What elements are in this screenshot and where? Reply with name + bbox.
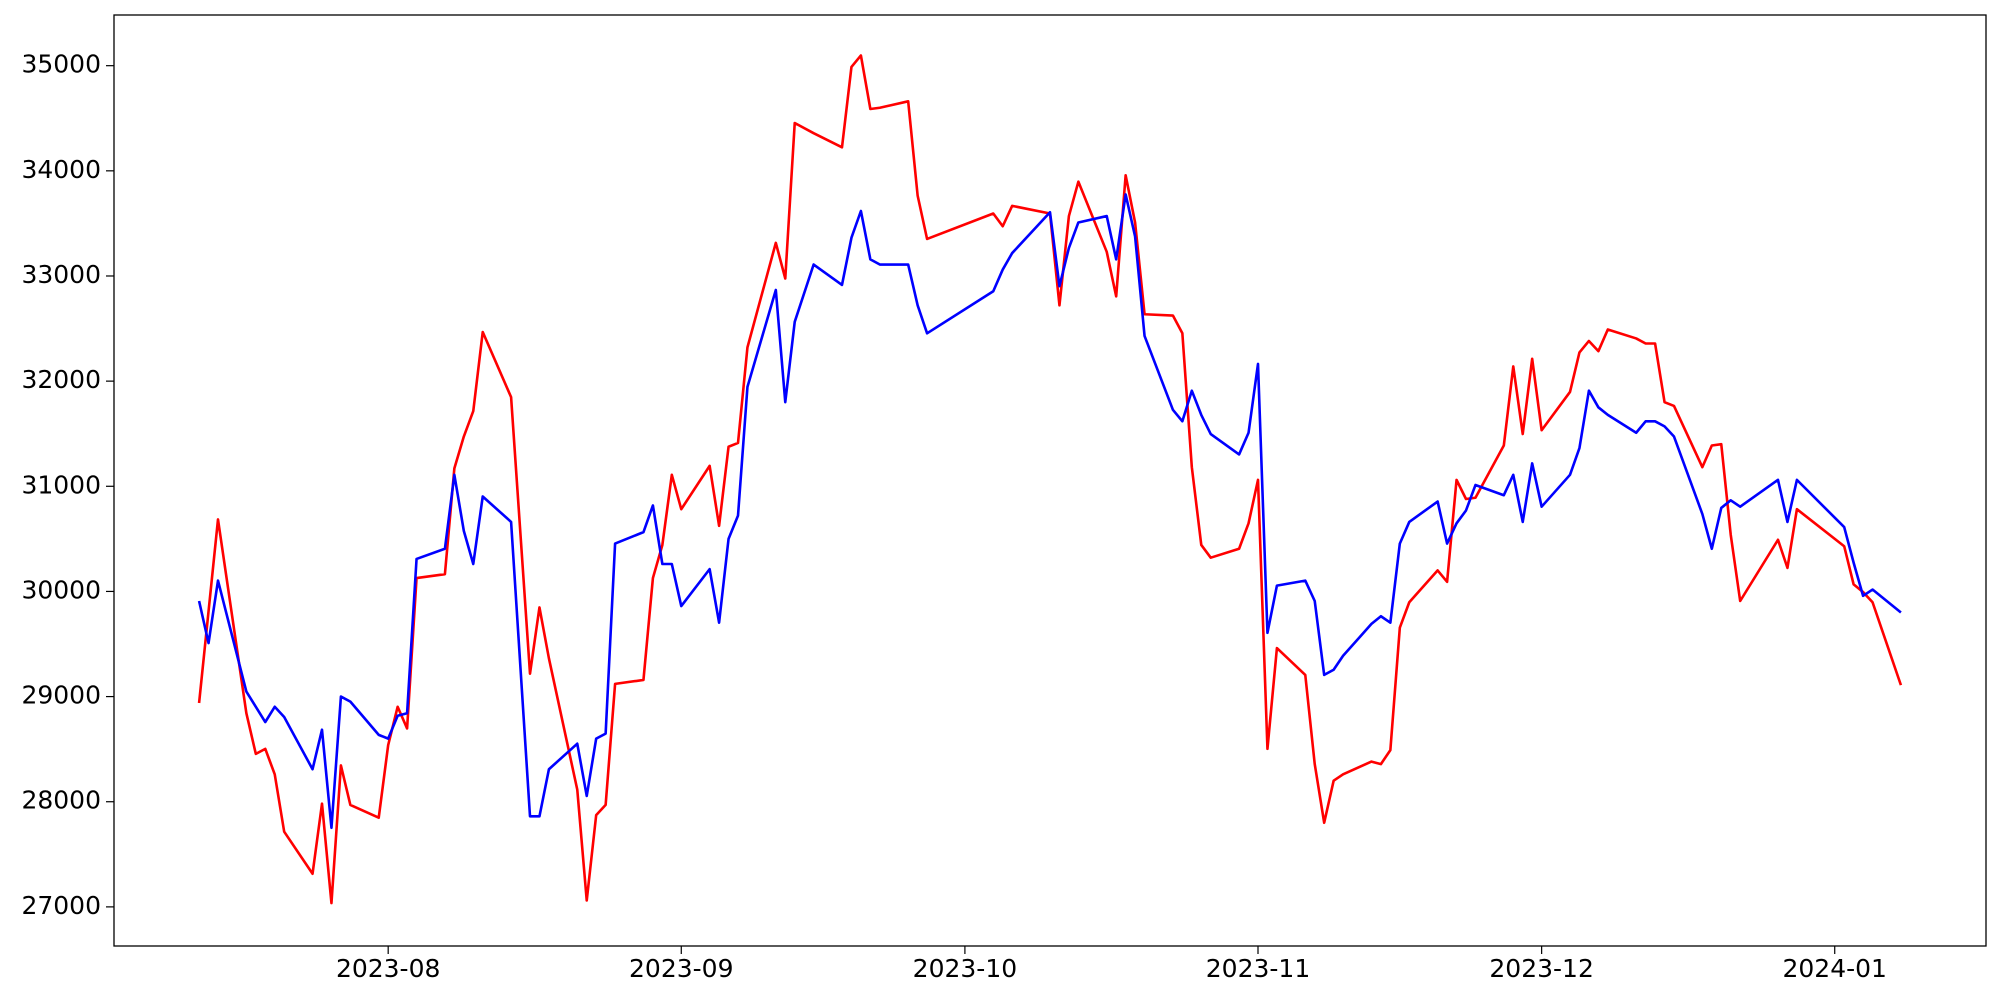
y-tick-label: 30000 <box>21 575 101 604</box>
line-series <box>197 54 1903 905</box>
y-tick-label: 35000 <box>21 50 101 79</box>
x-tick-label: 2023-11 <box>1206 954 1310 983</box>
x-tick-label: 2023-08 <box>336 954 440 983</box>
y-tick-label: 33000 <box>21 260 101 289</box>
line-series <box>197 193 1902 830</box>
y-tick-label: 32000 <box>21 365 101 394</box>
x-tick-label: 2024-01 <box>1782 954 1886 983</box>
y-tick-label: 31000 <box>21 470 101 499</box>
y-tick-label: 27000 <box>21 891 101 920</box>
x-tick-label: 2023-09 <box>629 954 733 983</box>
y-tick-label: 28000 <box>21 786 101 815</box>
y-tick-label: 29000 <box>21 681 101 710</box>
x-tick-label: 2023-10 <box>913 954 1017 983</box>
y-tick-label: 34000 <box>21 155 101 184</box>
x-tick-label: 2023-12 <box>1489 954 1593 983</box>
axes-frame <box>113 14 1987 947</box>
